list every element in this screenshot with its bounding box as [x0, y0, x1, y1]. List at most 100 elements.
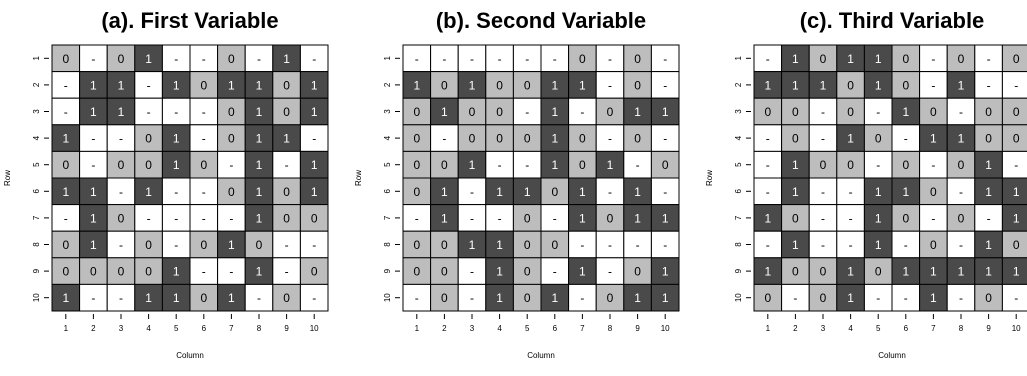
heatmap-cell	[217, 230, 246, 259]
cell-label: 1	[256, 265, 263, 279]
cell-label: -	[257, 52, 261, 66]
cell-label: -	[312, 238, 316, 252]
cell-label: 1	[551, 78, 558, 92]
cell-label: 1	[985, 158, 992, 172]
cell-label: -	[987, 52, 991, 66]
x-tick-label: 10	[1012, 324, 1021, 333]
heatmap-cell	[51, 124, 81, 152]
cell-label: -	[202, 211, 206, 225]
y-tick-label: 1	[383, 56, 392, 61]
heatmap-cell	[485, 177, 514, 206]
cell-label: -	[64, 105, 68, 119]
cell-label: 1	[1013, 265, 1020, 279]
cell-label: 1	[847, 291, 854, 305]
x-tick-label: 5	[525, 324, 530, 333]
cell-label: 0	[634, 132, 641, 146]
cell-label: 0	[413, 158, 420, 172]
cell-label: 0	[413, 105, 420, 119]
heatmap-cell	[244, 204, 274, 232]
cell-label: 1	[256, 105, 263, 119]
heatmap-cell	[189, 204, 219, 232]
cell-label: -	[442, 52, 446, 66]
heatmap-cell	[808, 204, 838, 232]
heatmap-cell	[244, 283, 274, 312]
cell-label: -	[766, 132, 770, 146]
heatmap-cell	[217, 97, 246, 126]
heatmap-cell	[540, 150, 570, 179]
heatmap-cell	[51, 97, 81, 126]
panel-title: (a). First Variable	[101, 8, 278, 33]
cell-label: 0	[524, 78, 531, 92]
heatmap-cell	[974, 71, 1003, 99]
y-tick-label: 1	[32, 56, 41, 61]
heatmap-cell	[485, 124, 514, 152]
heatmap-cell	[974, 97, 1003, 126]
cell-label: -	[608, 78, 612, 92]
cell-label: 0	[551, 185, 558, 199]
cell-label: 0	[902, 52, 909, 66]
cell-label: 0	[62, 52, 69, 66]
heatmap-cell	[79, 257, 108, 285]
y-tick-label: 2	[32, 82, 41, 87]
cell-label: -	[470, 185, 474, 199]
cell-label: 0	[792, 132, 799, 146]
heatmap-cell	[272, 71, 301, 99]
y-tick-label: 7	[32, 215, 41, 220]
heatmap-cell	[106, 97, 136, 126]
x-tick-label: 8	[959, 324, 964, 333]
cell-label: -	[470, 211, 474, 225]
heatmap-cell	[161, 257, 191, 285]
cell-label: -	[580, 291, 584, 305]
cell-label: 0	[792, 105, 799, 119]
cell-label: -	[415, 211, 419, 225]
heatmap-cell	[299, 150, 329, 179]
heatmap-cell	[512, 71, 542, 99]
cell-label: 0	[985, 132, 992, 146]
heatmap-cell	[623, 44, 652, 73]
cell-label: -	[766, 238, 770, 252]
cell-label: -	[442, 132, 446, 146]
heatmap-cell	[623, 177, 652, 206]
heatmap-cell	[272, 230, 301, 259]
cell-label: 1	[579, 211, 586, 225]
cell-label: 1	[551, 105, 558, 119]
cell-label: 0	[792, 211, 799, 225]
cell-label: 0	[524, 238, 531, 252]
heatmap-cell	[217, 124, 246, 152]
heatmap-cell	[299, 257, 329, 285]
heatmap-cell	[217, 204, 246, 232]
heatmap-cell	[430, 124, 459, 152]
heatmap-cell	[540, 97, 570, 126]
cell-label: 1	[792, 185, 799, 199]
heatmap-cell	[79, 71, 108, 99]
cell-label: 1	[413, 78, 420, 92]
cell-label: 1	[173, 291, 180, 305]
heatmap-cell	[457, 124, 487, 152]
heatmap-cell	[863, 97, 893, 126]
cell-label: -	[876, 158, 880, 172]
heatmap-cell	[512, 177, 542, 206]
heatmap-cell	[974, 44, 1003, 73]
cell-label: 0	[607, 211, 614, 225]
cell-label: 0	[579, 158, 586, 172]
heatmap-cell	[189, 283, 219, 312]
heatmap-cell	[402, 257, 432, 285]
heatmap-cell	[161, 150, 191, 179]
cell-label: 0	[792, 265, 799, 279]
heatmap-cell	[457, 150, 487, 179]
cell-label: 1	[311, 185, 318, 199]
heatmap-cell	[189, 150, 219, 179]
cell-label: 1	[1013, 211, 1020, 225]
cell-label: 1	[958, 265, 965, 279]
cell-label: 0	[62, 265, 69, 279]
panel-title: (c). Third Variable	[800, 8, 985, 33]
cell-label: 0	[902, 78, 909, 92]
cell-label: -	[849, 211, 853, 225]
cell-label: 0	[441, 158, 448, 172]
cell-label: 1	[985, 238, 992, 252]
heatmap-cell	[402, 283, 432, 312]
heatmap-cell	[299, 230, 329, 259]
cell-label: -	[415, 52, 419, 66]
heatmap-cell	[512, 97, 542, 126]
cell-label: 0	[311, 265, 318, 279]
